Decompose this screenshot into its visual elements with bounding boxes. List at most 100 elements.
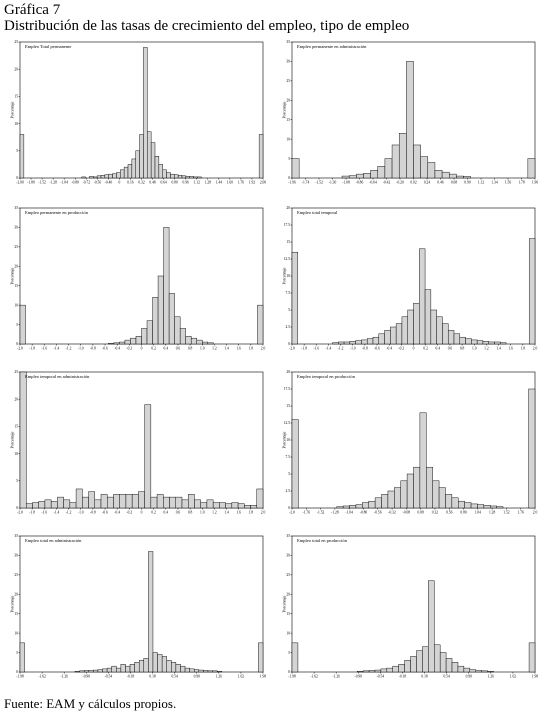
x-tick-label: 0.6 xyxy=(176,347,181,351)
x-tick-label: -0.6 xyxy=(102,511,108,515)
x-tick-label: 0.8 xyxy=(188,347,193,351)
histogram-bar xyxy=(380,668,388,673)
x-tick-label: -1.26 xyxy=(60,675,68,679)
histogram-bar xyxy=(184,667,190,673)
histogram-bar xyxy=(97,669,103,673)
histogram-bar xyxy=(348,175,357,179)
histogram-bar xyxy=(57,496,64,509)
x-tick-label: -1.08 xyxy=(342,181,350,185)
histogram-bar xyxy=(190,337,197,345)
x-tick-label: 0.32 xyxy=(432,511,438,515)
histogram-bar xyxy=(341,175,350,179)
histogram-bar xyxy=(336,506,344,509)
x-tick-label: 0 xyxy=(119,181,121,185)
histogram-bar xyxy=(231,502,239,509)
x-tick-label: 0.64 xyxy=(160,181,166,185)
y-tick-label: 0 xyxy=(16,670,18,674)
x-tick-label: -0.86 xyxy=(356,181,364,185)
x-tick-label: 2.0 xyxy=(533,347,538,351)
x-tick-label: 0.02 xyxy=(410,181,416,185)
x-tick-label: 0.4 xyxy=(164,511,169,515)
x-tick-label: -0.6 xyxy=(102,347,108,351)
x-tick-label: 1.92 xyxy=(249,181,255,185)
y-tick-label: 35 xyxy=(14,206,18,210)
histogram-bar xyxy=(465,338,472,345)
y-tick-label: 0 xyxy=(288,506,290,510)
x-tick-label: -1.8 xyxy=(29,347,35,351)
histogram-bar xyxy=(207,342,214,345)
y-axis-label: Porcentaje xyxy=(282,101,287,118)
histogram-bar xyxy=(362,670,370,673)
x-tick-label: 0.8 xyxy=(460,347,465,351)
x-tick-label: -0.42 xyxy=(383,181,391,185)
x-tick-label: -0.2 xyxy=(126,511,132,515)
histogram-panel-1: 0 5 10 15 20 25 -2.00 -1.80 -1.52 -1.28 -1.04 -0.80… xyxy=(10,40,267,185)
x-tick-label: 0.4 xyxy=(164,347,169,351)
x-tick-label: 1.04 xyxy=(475,511,481,515)
y-tick-label: 10 xyxy=(14,452,18,456)
histogram-bar xyxy=(377,166,386,179)
y-tick-label: 20 xyxy=(14,397,18,401)
plot-frame xyxy=(19,371,264,509)
histogram-bar xyxy=(112,173,117,179)
histogram-bar xyxy=(445,658,453,673)
histogram-bar xyxy=(135,336,142,345)
x-tick-label: 0.54 xyxy=(443,675,449,679)
histogram-bar xyxy=(338,341,345,345)
plot-frame xyxy=(291,535,536,673)
histogram-bar xyxy=(361,339,368,345)
histogram-bar xyxy=(413,466,421,509)
x-tick-label: 1.0 xyxy=(200,347,205,351)
histogram-bar xyxy=(143,47,148,179)
x-tick-label: -1.04 xyxy=(345,511,353,515)
histogram-bar xyxy=(104,174,109,179)
histogram-bar xyxy=(456,175,464,179)
histogram-bar xyxy=(419,248,426,345)
histogram-bar xyxy=(471,339,478,345)
x-tick-label: -1.52 xyxy=(38,181,46,185)
histogram-bar xyxy=(180,665,186,673)
histogram-bar xyxy=(463,667,471,673)
x-tick-label: 0.2 xyxy=(151,511,156,515)
histogram-bar xyxy=(93,669,99,673)
histogram-bar xyxy=(152,652,158,673)
histogram-bar xyxy=(410,656,417,673)
x-tick-label: 1.96 xyxy=(532,181,538,185)
x-tick-label: 1.0 xyxy=(472,347,477,351)
histogram-bar xyxy=(162,169,167,179)
panel-title: Empleo temporal en producción xyxy=(297,374,356,379)
histogram-bar xyxy=(163,496,170,509)
histogram-bar xyxy=(116,667,122,673)
histogram-bar xyxy=(157,654,163,673)
x-tick-label: -0.18 xyxy=(127,675,135,679)
x-tick-label: -1.98 xyxy=(16,675,24,679)
histogram-bar xyxy=(370,170,378,179)
y-tick-label: 20 xyxy=(286,98,290,102)
histogram-bar xyxy=(438,487,446,509)
x-tick-label: 1.4 xyxy=(224,511,229,515)
x-tick-label: 1.12 xyxy=(194,181,200,185)
x-tick-label: 1.6 xyxy=(236,511,241,515)
histogram-bar xyxy=(477,504,485,509)
histogram-bar xyxy=(258,642,264,673)
x-tick-label: -0.56 xyxy=(94,181,102,185)
histogram-bar xyxy=(88,670,94,673)
x-tick-label: -1.6 xyxy=(313,347,319,351)
x-tick-label: 0.90 xyxy=(466,675,472,679)
x-tick-label: 0.96 xyxy=(183,181,189,185)
x-tick-label: 0.80 xyxy=(460,511,466,515)
histogram-bar xyxy=(138,491,145,509)
x-tick-label: 0 xyxy=(413,347,415,351)
panel-title: Empleo temporal en administración xyxy=(25,374,90,379)
histogram-bar xyxy=(439,652,447,673)
histogram-bar xyxy=(181,499,189,509)
histogram-bar xyxy=(387,490,395,509)
x-tick-label: 0.08 xyxy=(417,511,423,515)
x-tick-label: 1.12 xyxy=(478,181,484,185)
histogram-bar xyxy=(157,275,164,345)
y-tick-label: 15 xyxy=(14,284,18,288)
histogram-bar xyxy=(32,502,39,509)
histogram-bar xyxy=(422,646,429,673)
x-tick-label: 1.8 xyxy=(521,347,526,351)
x-tick-label: 2.0 xyxy=(261,347,266,351)
